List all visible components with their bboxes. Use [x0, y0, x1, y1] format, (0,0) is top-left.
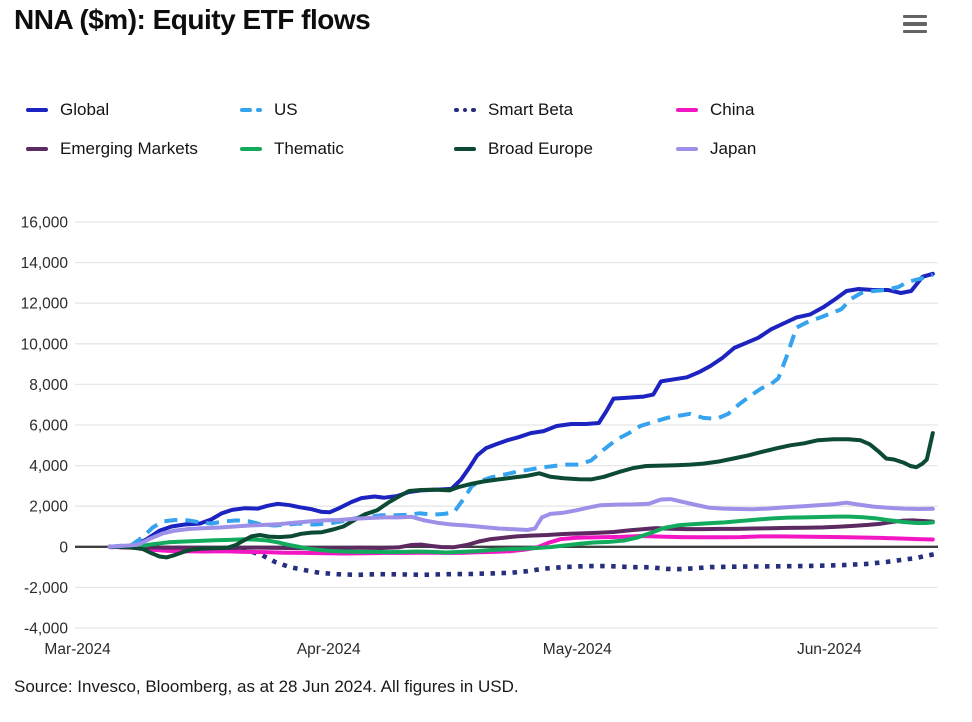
source-note: Source: Invesco, Bloomberg, as at 28 Jun… [14, 677, 519, 696]
y-axis-tick-label: 4,000 [29, 458, 68, 475]
y-axis-tick-label: 2,000 [29, 499, 68, 516]
y-axis-tick-label: -2,000 [24, 580, 68, 597]
legend-marker-solid [454, 146, 478, 152]
legend-label: Global [60, 100, 110, 119]
y-axis-tick-label: 16,000 [21, 215, 69, 232]
legend-label: Smart Beta [488, 100, 574, 119]
legend-item-china[interactable]: China [676, 97, 754, 123]
y-axis-tick-label: 8,000 [29, 377, 68, 394]
y-axis-tick-label: 14,000 [21, 255, 69, 272]
legend-label: US [274, 100, 298, 119]
legend-marker-solid [240, 146, 264, 152]
legend-item-emerging-markets[interactable]: Emerging Markets [26, 136, 198, 162]
series-line-japan [107, 497, 935, 549]
legend-label: China [710, 100, 755, 119]
page-title: NNA ($m): Equity ETF flows [14, 4, 371, 35]
series-line-emerging-markets [107, 518, 935, 551]
x-axis-tick-label: Jun-2024 [797, 641, 862, 658]
legend-marker-solid [26, 107, 50, 113]
legend-marker-dotted [454, 107, 478, 113]
series-line-global [107, 271, 935, 549]
etf-flows-line-chart: 16,000 14,000 12,000 10,000 8,000 6,000 4,000 2… [21, 215, 938, 658]
legend-item-thematic[interactable]: Thematic [240, 136, 344, 162]
legend-marker-dashed [240, 107, 264, 113]
y-axis-tick-label: 6,000 [29, 418, 68, 435]
legend-label: Japan [710, 139, 757, 158]
series-line-us [109, 272, 934, 549]
legend-item-broad-europe[interactable]: Broad Europe [454, 136, 593, 162]
legend-item-japan[interactable]: Japan [676, 136, 756, 162]
legend-marker-solid [676, 107, 700, 113]
legend-label: Broad Europe [488, 139, 593, 158]
legend-label: Thematic [274, 139, 344, 158]
legend-marker-solid [676, 146, 700, 152]
legend-item-us[interactable]: US [240, 97, 298, 123]
legend-item-global[interactable]: Global [26, 97, 109, 123]
x-axis-tick-label: Apr-2024 [297, 641, 361, 658]
series-line-smart-beta [109, 544, 937, 578]
x-axis-tick-label: Mar-2024 [44, 641, 111, 658]
hamburger-menu-icon[interactable] [903, 12, 931, 36]
series-line-thematic [107, 514, 935, 555]
chart-plot-area: 16,000 14,000 12,000 10,000 8,000 6,000 4,000 2… [0, 190, 972, 680]
y-axis-tick-label: -4,000 [24, 621, 68, 638]
y-axis-tick-label: 0 [59, 539, 68, 556]
legend-label: Emerging Markets [60, 139, 198, 158]
legend-marker-solid [26, 146, 50, 152]
legend-item-smart-beta[interactable]: Smart Beta [454, 97, 573, 123]
y-axis-tick-label: 10,000 [21, 336, 69, 353]
y-axis-tick-label: 12,000 [21, 296, 69, 313]
x-axis-tick-label: May-2024 [543, 641, 612, 658]
series-line-broad-europe [107, 431, 935, 560]
